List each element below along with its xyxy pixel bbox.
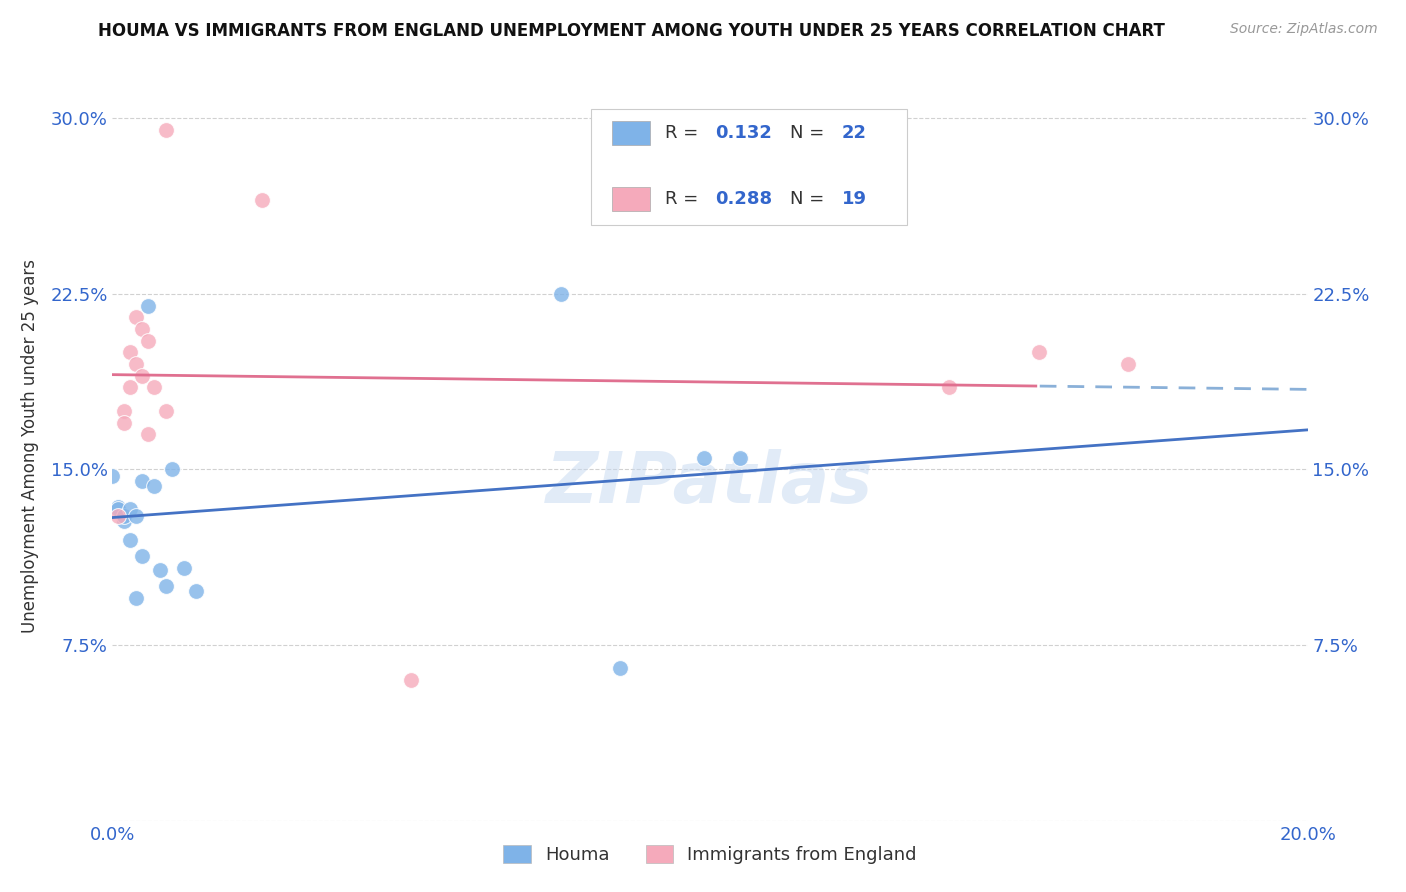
Text: ZIPatlas: ZIPatlas [547, 449, 873, 518]
FancyBboxPatch shape [591, 109, 907, 225]
Text: N =: N = [790, 124, 830, 142]
Point [114, 404, 135, 418]
Point [125, 591, 148, 606]
Text: HOUMA VS IMMIGRANTS FROM ENGLAND UNEMPLOYMENT AMONG YOUTH UNDER 25 YEARS CORRELA: HOUMA VS IMMIGRANTS FROM ENGLAND UNEMPLO… [98, 22, 1166, 40]
Point [250, 193, 273, 207]
Point [1118, 357, 1140, 371]
Point [131, 322, 153, 336]
Point [107, 500, 129, 514]
Point [101, 469, 124, 483]
Point [114, 514, 135, 528]
Point [131, 368, 153, 383]
Text: N =: N = [790, 191, 830, 209]
Text: 0.288: 0.288 [714, 191, 772, 209]
Text: R =: R = [665, 124, 703, 142]
Text: Source: ZipAtlas.com: Source: ZipAtlas.com [1230, 22, 1378, 37]
Point [143, 479, 166, 493]
Text: R =: R = [665, 191, 703, 209]
Point [138, 334, 160, 348]
Point [693, 450, 716, 465]
Legend: Houma, Immigrants from England: Houma, Immigrants from England [496, 838, 924, 871]
Point [186, 584, 208, 599]
Point [138, 298, 160, 313]
Point [131, 549, 153, 563]
Text: 22: 22 [842, 124, 866, 142]
Point [114, 509, 135, 524]
FancyBboxPatch shape [612, 120, 651, 145]
Point [120, 345, 142, 359]
FancyBboxPatch shape [612, 187, 651, 211]
Point [401, 673, 423, 688]
Point [155, 580, 177, 594]
Point [107, 502, 129, 516]
Point [131, 474, 153, 488]
Point [728, 450, 751, 465]
Point [114, 416, 135, 430]
Point [609, 661, 631, 675]
Point [550, 286, 572, 301]
Point [155, 123, 177, 137]
Point [125, 357, 148, 371]
Text: 19: 19 [842, 191, 866, 209]
Point [120, 502, 142, 516]
Point [149, 563, 172, 577]
Point [938, 380, 960, 394]
Point [120, 533, 142, 547]
Point [143, 380, 166, 394]
Point [125, 310, 148, 325]
Point [138, 427, 160, 442]
Point [107, 509, 129, 524]
Point [155, 404, 177, 418]
Text: 0.132: 0.132 [714, 124, 772, 142]
Point [125, 509, 148, 524]
Point [1028, 345, 1050, 359]
Point [173, 561, 195, 575]
Y-axis label: Unemployment Among Youth under 25 years: Unemployment Among Youth under 25 years [21, 259, 39, 633]
Point [162, 462, 183, 476]
Point [120, 380, 142, 394]
